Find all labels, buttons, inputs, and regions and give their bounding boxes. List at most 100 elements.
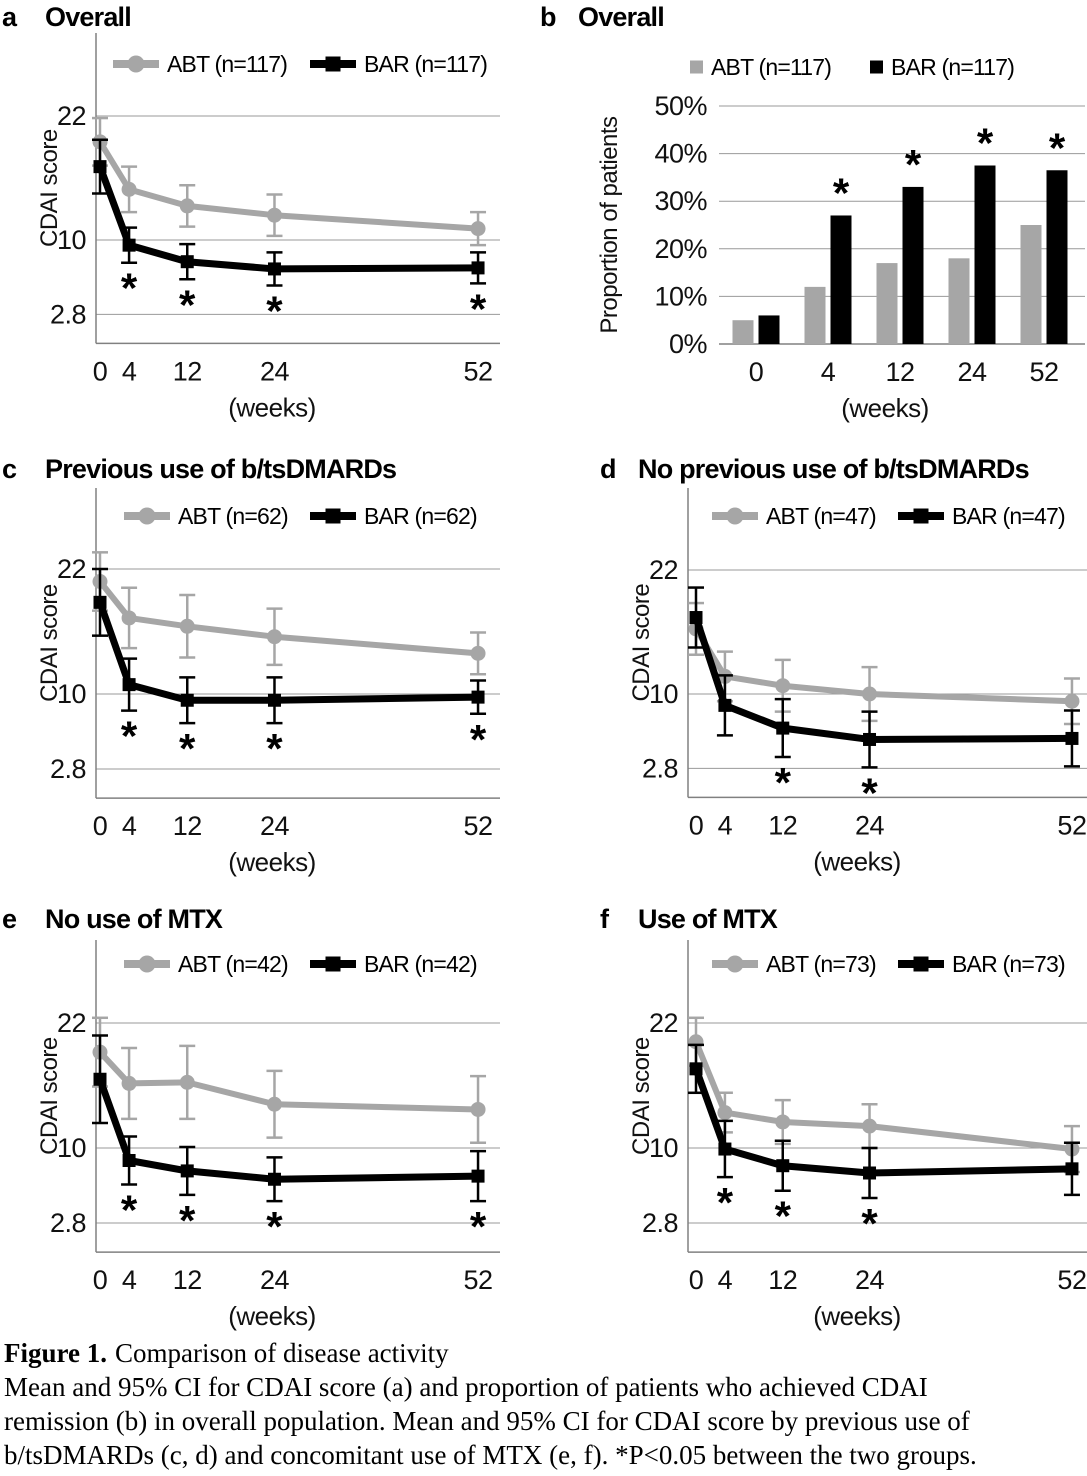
panel-f-letter: f (600, 904, 610, 934)
panel-a-abt-line (97, 138, 482, 232)
panel-c-abt-marker-w24 (266, 629, 282, 645)
panel-e-legend-label: BAR (n=42) (364, 951, 477, 977)
panel-c-legend-label: ABT (n=62) (178, 503, 288, 529)
panel-c-bar-marker-w52 (471, 690, 485, 704)
figure-title-text: Comparison of disease activity (115, 1338, 449, 1368)
figure-number: Figure 1. (4, 1338, 107, 1368)
panel-b-y-tick-label: 50% (654, 91, 707, 121)
panel-f-abt-marker-w4 (717, 1105, 733, 1121)
panel-f-significance-asterisk-w4: * (717, 1179, 734, 1226)
panel-a-y-tick-label: 10 (57, 225, 86, 255)
panel-e-abt-line (97, 1049, 482, 1113)
panel-d-bar-marker-w0 (689, 611, 703, 625)
panel-e-abt-marker-w24 (266, 1096, 282, 1112)
panel-d-y-tick-label: 22 (649, 555, 678, 585)
panel-e-significance-asterisk-w4: * (121, 1186, 138, 1233)
panel-b-y-axis-label: Proportion of patients (596, 116, 623, 334)
panel-d-bar-marker-w4 (718, 698, 732, 712)
panel-f-x-axis-label: (weeks) (813, 1301, 901, 1331)
panel-d-y-tick-label: 2.8 (642, 753, 678, 783)
panel-e-bar-marker-w52 (471, 1169, 485, 1183)
panel-c-abt-marker-w12 (179, 618, 195, 634)
panel-b-x-axis-label: (weeks) (841, 393, 929, 423)
panel-e-bar-marker-w0 (93, 1072, 107, 1086)
panel-e-y-tick-label: 2.8 (50, 1208, 86, 1238)
panel-b-x-tick-label: 52 (1029, 357, 1058, 387)
panel-f-y-axis-label: CDAI score (628, 1037, 655, 1155)
panel-e-letter: e (2, 904, 17, 934)
panel-b-bar-bar-w4 (830, 215, 852, 344)
panel-b-y-tick-label: 40% (654, 139, 707, 169)
panel-b-significance-asterisk-w4: * (833, 169, 850, 216)
panel-f-x-tick-label: 52 (1057, 1265, 1086, 1295)
caption-line-1: Figure 1. Comparison of disease activity (4, 1336, 1084, 1370)
panel-d-x-tick-label: 4 (718, 810, 733, 840)
panel-b-letter: b (540, 2, 556, 32)
panel-c-significance-asterisk-w52: * (470, 716, 487, 763)
panel-a-x-axis-label: (weeks) (228, 392, 316, 422)
panel-c-title: Previous use of b/tsDMARDs (45, 454, 396, 484)
panel-c-x-tick-label: 0 (93, 811, 108, 841)
panel-e-x-axis-label: (weeks) (228, 1301, 316, 1331)
panel-d-significance-asterisk-w12: * (775, 759, 792, 806)
panel-e-abt-marker-w12 (179, 1074, 195, 1090)
legend-square-marker-icon (325, 508, 341, 524)
panel-d-abt-line (693, 625, 1075, 705)
panel-d-letter: d (600, 454, 616, 484)
panel-d-bar-marker-w24 (863, 732, 877, 746)
panel-d-abt-marker-w12 (775, 678, 791, 694)
legend-square-marker-icon (913, 508, 929, 524)
panel-a-significance-asterisk-w24: * (266, 287, 283, 334)
panel-d-x-axis-label: (weeks) (813, 846, 901, 876)
panel-f-bar-marker-w4 (718, 1142, 732, 1156)
panel-a-y-axis-label: CDAI score (36, 129, 63, 247)
panel-f-bar-marker-w24 (863, 1166, 877, 1180)
panel-f-abt-marker-w12 (775, 1114, 791, 1130)
panel-f-x-tick-label: 0 (689, 1265, 704, 1295)
panel-a-abt-marker-w12 (179, 198, 195, 214)
panel-a-bar-marker-w4 (122, 238, 136, 252)
panel-e-y-tick-label: 10 (57, 1133, 86, 1163)
panel-f-bar-marker-w52 (1065, 1162, 1079, 1176)
panel-c-significance-asterisk-w12: * (179, 725, 196, 772)
panel-a-abt-marker-w52 (470, 221, 486, 237)
legend-circle-marker-icon (726, 955, 744, 973)
panel-b-x-tick-label: 0 (749, 357, 764, 387)
panel-c-significance-asterisk-w4: * (121, 713, 138, 760)
legend-square-marker-icon (325, 56, 341, 72)
panel-e-x-tick-label: 4 (122, 1265, 137, 1295)
panel-b-abt-bar-w4 (804, 286, 826, 344)
panel-b-title: Overall (578, 2, 664, 32)
panel-a-x-tick-label: 24 (260, 356, 290, 386)
legend-square-swatch-icon (870, 60, 883, 74)
panel-c-y-tick-label: 10 (57, 679, 86, 709)
panel-c-bar-marker-w0 (93, 595, 107, 609)
panel-d-x-tick-label: 0 (689, 810, 704, 840)
panel-f-bar-line (692, 1065, 1076, 1177)
panel-a-significance-asterisk-w4: * (121, 265, 138, 312)
panel-f-abt-line (693, 1038, 1075, 1153)
panel-c-significance-asterisk-w24: * (266, 725, 283, 772)
panel-d-abt-marker-w24 (862, 686, 878, 702)
panel-d-y-axis-label: CDAI score (628, 584, 655, 702)
panel-b-y-tick-label: 10% (654, 281, 707, 311)
panel-e-x-tick-label: 12 (173, 1265, 202, 1295)
panel-c-bar-marker-w4 (122, 678, 136, 692)
panel-b-significance-asterisk-w24: * (977, 120, 994, 167)
panel-a-x-tick-label: 52 (464, 356, 493, 386)
panel-e-bar-marker-w12 (180, 1164, 194, 1178)
panel-a-significance-asterisk-w12: * (179, 281, 196, 328)
legend-square-marker-icon (325, 956, 341, 972)
panel-f-abt-marker-w24 (862, 1118, 878, 1134)
panel-e-bar-marker-w24 (267, 1172, 281, 1186)
panel-e-y-tick-label: 22 (57, 1008, 86, 1038)
panel-e-x-tick-label: 52 (464, 1265, 493, 1295)
panel-d-x-tick-label: 52 (1057, 810, 1086, 840)
legend-circle-marker-icon (138, 955, 156, 973)
panel-a-bar-marker-w52 (471, 261, 485, 275)
panel-e-significance-asterisk-w12: * (179, 1197, 196, 1244)
panel-f-y-tick-label: 10 (649, 1133, 678, 1163)
legend-circle-marker-icon (127, 55, 145, 73)
